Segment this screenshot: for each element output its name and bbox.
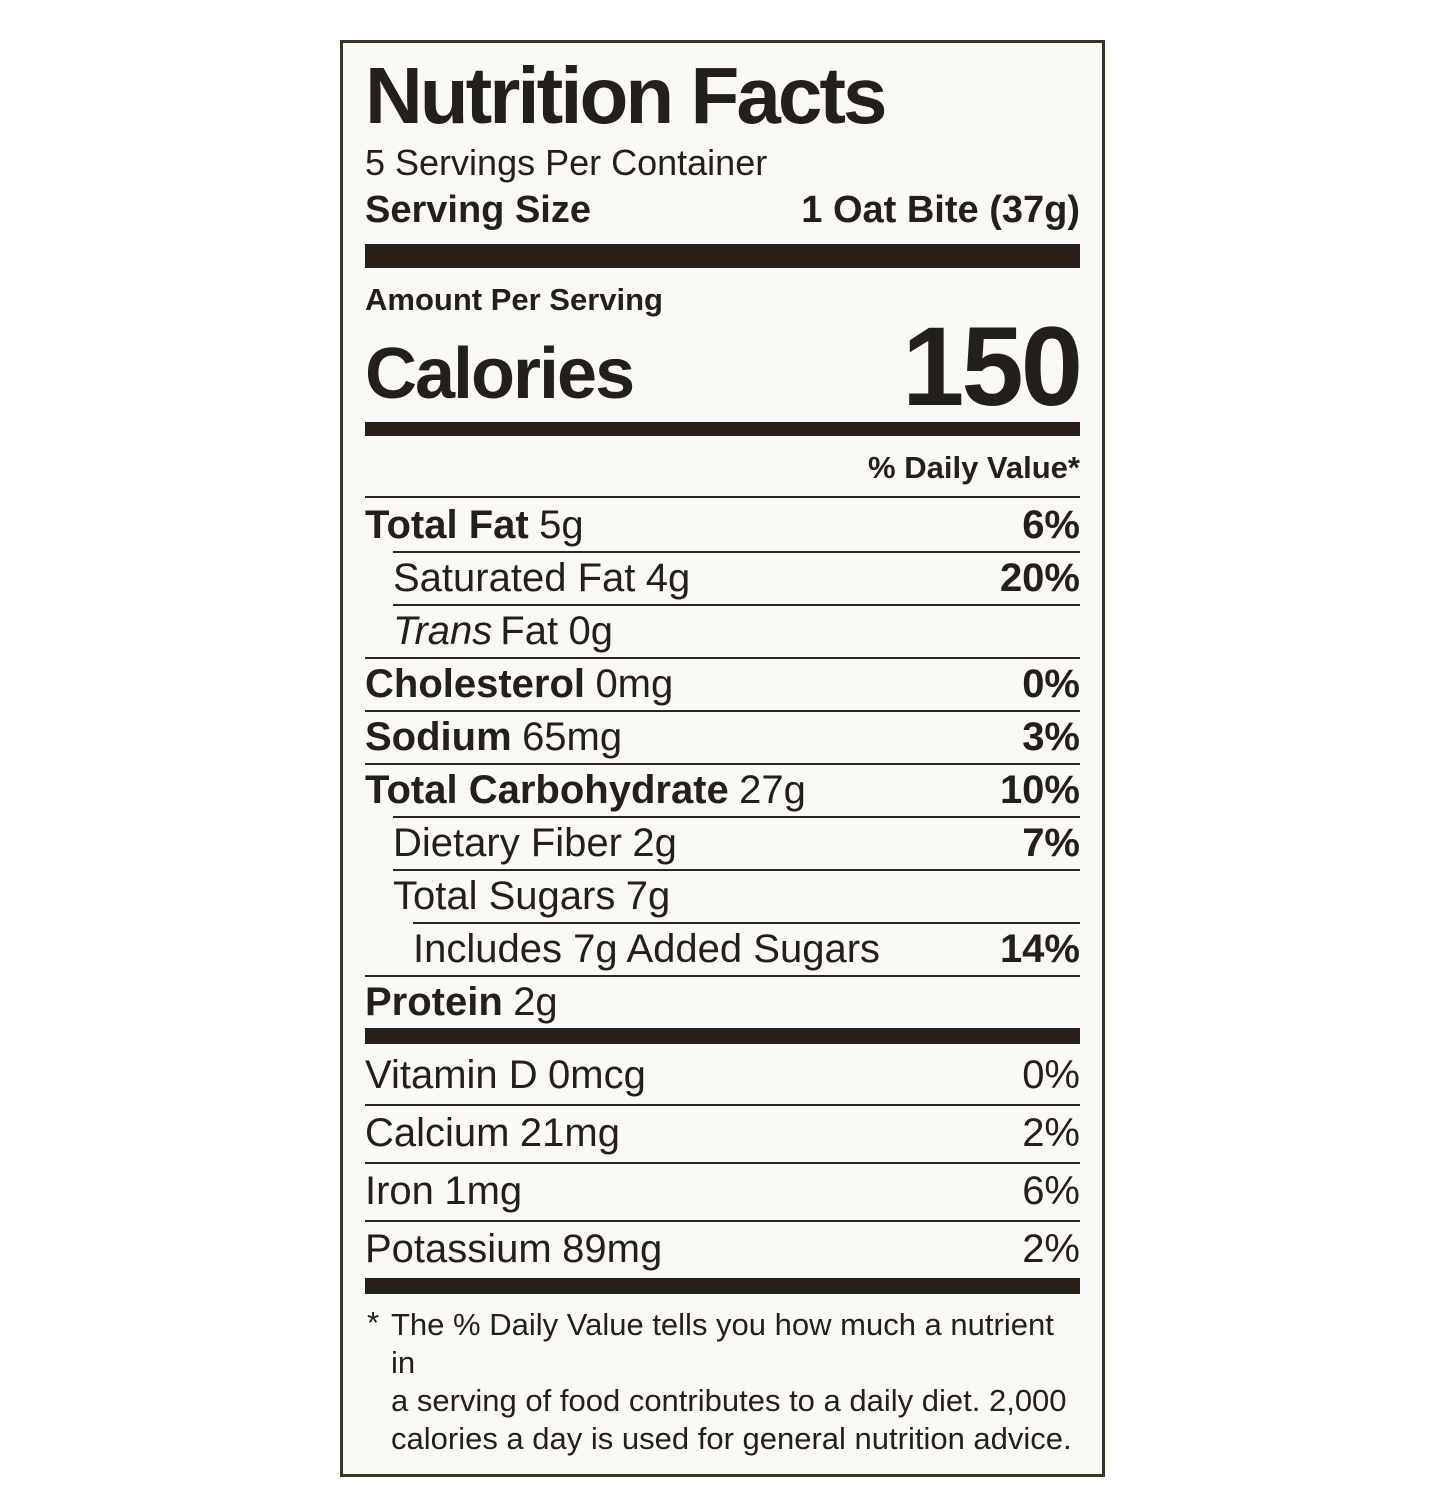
nutrient-rows: Total Fat 5g 6% Saturated Fat 4g 20% Tra…	[365, 498, 1080, 1028]
nutrient-name: Total Carbohydrate	[365, 767, 729, 812]
amount-per-serving-label: Amount Per Serving	[365, 282, 663, 318]
serving-size-label: Serving Size	[365, 188, 591, 231]
serving-size-row: Serving Size 1 Oat Bite (37g)	[365, 189, 1080, 245]
micronutrient-rows: Vitamin D 0mcg 0% Calcium 21mg 2% Iron 1…	[365, 1046, 1080, 1278]
nutrient-row-total-carbohydrate: Total Carbohydrate 27g 10%	[365, 763, 1080, 816]
servings-per-container: 5 Servings Per Container	[365, 142, 768, 184]
nutrient-name: Sodium	[365, 714, 512, 759]
nutrient-amount: 0g	[568, 608, 613, 653]
nutrient-amount: 7g	[625, 873, 671, 918]
micronutrient-name: Potassium	[365, 1227, 552, 1272]
micronutrient-name: Iron	[365, 1169, 434, 1214]
nutrient-amount: 2g	[513, 979, 558, 1024]
nutrient-row-cholesterol: Cholesterol 0mg 0%	[365, 657, 1080, 710]
nutrient-dv: 10%	[999, 767, 1080, 812]
calories-divider-bar	[365, 422, 1080, 437]
footnote-line: The % Daily Value tells you how much a n…	[391, 1307, 1054, 1381]
nutrient-dv: 6%	[1022, 502, 1080, 547]
micronutrient-amount: 0mcg	[548, 1053, 646, 1098]
footnote-divider-bar	[365, 1278, 1080, 1295]
micronutrient-row-calcium: Calcium 21mg 2%	[365, 1104, 1080, 1162]
nutrient-row-dietary-fiber: Dietary Fiber 2g 7%	[365, 816, 1080, 869]
nutrient-dv: 7%	[1022, 820, 1080, 865]
micronutrient-dv: 0%	[1022, 1053, 1080, 1098]
daily-value-header: % Daily Value*	[365, 436, 1080, 499]
nutrient-amount: 2g	[632, 820, 677, 865]
footnote-line: calories a day is used for general nutri…	[391, 1420, 1072, 1456]
nutrient-dv: 3%	[1022, 714, 1080, 759]
footnote: * The % Daily Value tells you how much a…	[365, 1305, 1080, 1457]
nutrition-facts-label: Nutrition Facts 5 Servings Per Container…	[340, 40, 1105, 1477]
footnote-asterisk: *	[367, 1305, 380, 1341]
micronutrient-amount: 21mg	[519, 1111, 620, 1156]
thick-divider-bar	[365, 244, 1080, 269]
micronutrient-row-vitamin-d: Vitamin D 0mcg 0%	[365, 1046, 1080, 1104]
micronutrient-amount: 1mg	[444, 1169, 523, 1214]
label-title: Nutrition Facts	[365, 51, 887, 140]
nutrient-row-total-fat: Total Fat 5g 6%	[365, 498, 1080, 551]
nutrient-dv: 14%	[999, 926, 1080, 971]
nutrient-name: Trans	[393, 608, 493, 653]
nutrient-name: Saturated Fat	[393, 555, 636, 600]
nutrient-amount: 5g	[539, 502, 584, 547]
nutrient-name-suffix: Fat	[500, 608, 559, 653]
nutrient-row-total-sugars: Total Sugars 7g	[365, 869, 1080, 922]
nutrient-amount: 4g	[645, 555, 691, 600]
nutrient-name: Total Sugars	[393, 873, 616, 918]
micronutrient-row-iron: Iron 1mg 6%	[365, 1162, 1080, 1220]
micronutrient-row-potassium: Potassium 89mg 2%	[365, 1220, 1080, 1278]
protein-divider-bar	[365, 1028, 1080, 1045]
nutrient-row-saturated-fat: Saturated Fat 4g 20%	[365, 551, 1080, 604]
nutrient-row-protein: Protein 2g	[365, 975, 1080, 1028]
micronutrient-dv: 2%	[1022, 1111, 1080, 1156]
nutrient-amount: 27g	[739, 767, 806, 812]
calories-label: Calories	[365, 334, 635, 415]
nutrient-amount: 0mg	[595, 661, 674, 706]
nutrient-dv: 20%	[999, 555, 1080, 600]
nutrient-row-added-sugars: Includes 7g Added Sugars 14%	[365, 922, 1080, 975]
micronutrient-name: Vitamin D	[365, 1053, 538, 1098]
nutrient-name: Protein	[365, 979, 503, 1024]
micronutrient-amount: 89mg	[562, 1227, 663, 1272]
nutrient-dv: 0%	[1022, 661, 1080, 706]
nutrient-name: Dietary Fiber	[393, 820, 622, 865]
serving-size-value: 1 Oat Bite (37g)	[801, 188, 1080, 231]
micronutrient-name: Calcium	[365, 1111, 510, 1156]
nutrient-name: Includes 7g Added Sugars	[413, 926, 881, 971]
calories-row: Calories 150	[365, 303, 1083, 429]
micronutrient-dv: 2%	[1022, 1227, 1080, 1272]
micronutrient-dv: 6%	[1022, 1169, 1080, 1214]
calories-value: 150	[902, 303, 1083, 429]
nutrient-row-trans-fat: Trans Fat 0g	[365, 604, 1080, 657]
nutrient-row-sodium: Sodium 65mg 3%	[365, 710, 1080, 763]
footnote-line: a serving of food contributes to a daily…	[391, 1383, 1067, 1419]
nutrient-name: Cholesterol	[365, 661, 586, 706]
nutrient-name: Total Fat	[365, 502, 529, 547]
nutrient-amount: 65mg	[522, 714, 623, 759]
